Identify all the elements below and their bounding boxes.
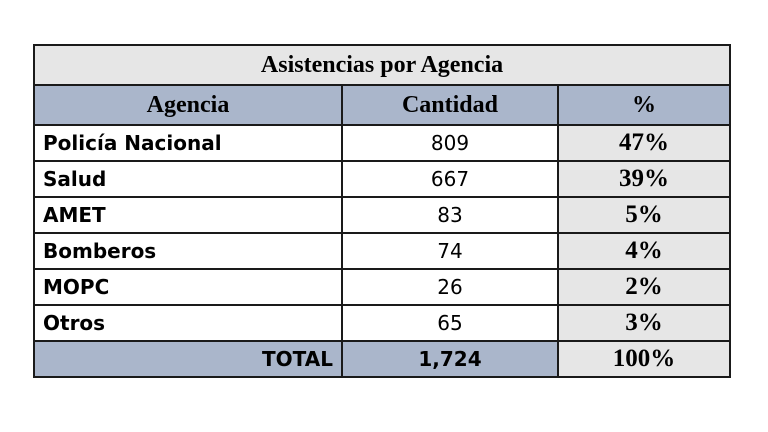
table-title: Asistencias por Agencia: [32, 44, 732, 86]
column-header-percent: %: [556, 84, 732, 126]
table-row: MOPC 26 2%: [33, 268, 732, 306]
assistance-table: Asistencias por Agencia Agencia Cantidad…: [32, 44, 732, 378]
table-row: Otros 65 3%: [33, 304, 732, 342]
column-header-cantidad: Cantidad: [341, 84, 559, 126]
agency-cell: Otros: [33, 304, 343, 342]
agency-cell: Policía Nacional: [33, 124, 343, 162]
percent-cell: 39%: [556, 160, 732, 198]
quantity-cell: 65: [341, 304, 559, 342]
table-row: AMET 83 5%: [33, 196, 732, 234]
header-row: Agencia Cantidad %: [33, 84, 732, 126]
agency-cell: MOPC: [33, 268, 343, 306]
quantity-cell: 74: [341, 232, 559, 270]
percent-cell: 4%: [556, 232, 732, 270]
quantity-cell: 809: [341, 124, 559, 162]
agency-cell: AMET: [33, 196, 343, 234]
total-percent: 100%: [556, 340, 732, 378]
quantity-cell: 667: [341, 160, 559, 198]
column-header-agencia: Agencia: [33, 84, 343, 126]
percent-cell: 2%: [556, 268, 732, 306]
agency-cell: Bomberos: [33, 232, 343, 270]
assistance-table-container: Asistencias por Agencia Agencia Cantidad…: [32, 44, 732, 378]
total-row: TOTAL 1,724 100%: [33, 340, 732, 378]
quantity-cell: 26: [341, 268, 559, 306]
percent-cell: 5%: [556, 196, 732, 234]
table-row: Policía Nacional 809 47%: [33, 124, 732, 162]
agency-cell: Salud: [33, 160, 343, 198]
percent-cell: 47%: [556, 124, 732, 162]
total-quantity: 1,724: [341, 340, 559, 378]
title-row: Asistencias por Agencia: [32, 44, 732, 86]
table-row: Bomberos 74 4%: [33, 232, 732, 270]
total-label: TOTAL: [33, 340, 343, 378]
table-row: Salud 667 39%: [33, 160, 732, 198]
percent-cell: 3%: [556, 304, 732, 342]
quantity-cell: 83: [341, 196, 559, 234]
